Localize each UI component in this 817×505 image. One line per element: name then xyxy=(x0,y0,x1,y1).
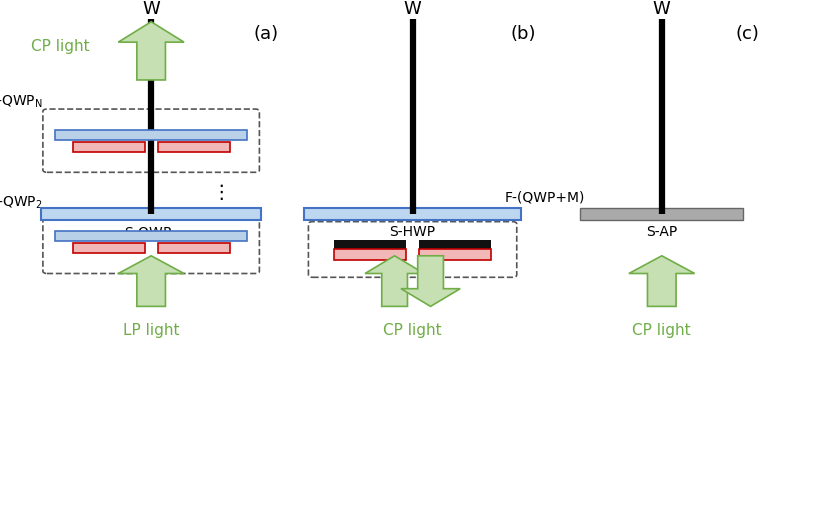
FancyArrow shape xyxy=(629,257,694,307)
FancyArrow shape xyxy=(118,23,184,81)
Bar xyxy=(334,241,406,250)
Text: LP light: LP light xyxy=(123,322,180,337)
Text: S-AP: S-AP xyxy=(646,225,677,239)
FancyArrow shape xyxy=(365,257,424,307)
Text: S-QWP$_1$: S-QWP$_1$ xyxy=(124,225,178,241)
Bar xyxy=(55,231,247,241)
Bar xyxy=(419,250,491,260)
Text: (c): (c) xyxy=(735,25,759,43)
Text: CP light: CP light xyxy=(632,322,691,337)
Text: (F+S)-QWP$_\mathrm{N}$: (F+S)-QWP$_\mathrm{N}$ xyxy=(0,92,42,110)
Text: CP light: CP light xyxy=(383,322,442,337)
Text: W: W xyxy=(142,0,160,18)
FancyArrow shape xyxy=(401,257,460,307)
Bar xyxy=(334,250,406,260)
Bar xyxy=(73,243,145,254)
Text: S-HWP: S-HWP xyxy=(390,225,435,239)
Bar xyxy=(41,208,261,221)
Bar xyxy=(580,208,743,221)
Text: F-(QWP+M): F-(QWP+M) xyxy=(504,190,585,205)
Text: CP light: CP light xyxy=(31,39,90,54)
Bar xyxy=(158,142,230,153)
Bar xyxy=(73,142,145,153)
Text: (a): (a) xyxy=(253,25,279,43)
Text: W: W xyxy=(404,0,422,18)
FancyArrow shape xyxy=(118,257,184,307)
Bar xyxy=(158,243,230,254)
Bar xyxy=(304,208,521,221)
Text: W: W xyxy=(653,0,671,18)
Bar xyxy=(419,241,491,250)
Text: (b): (b) xyxy=(511,25,536,43)
Text: ⋮: ⋮ xyxy=(211,182,230,201)
Text: (F+S)-QWP$_2$: (F+S)-QWP$_2$ xyxy=(0,193,42,211)
Bar xyxy=(55,130,247,140)
